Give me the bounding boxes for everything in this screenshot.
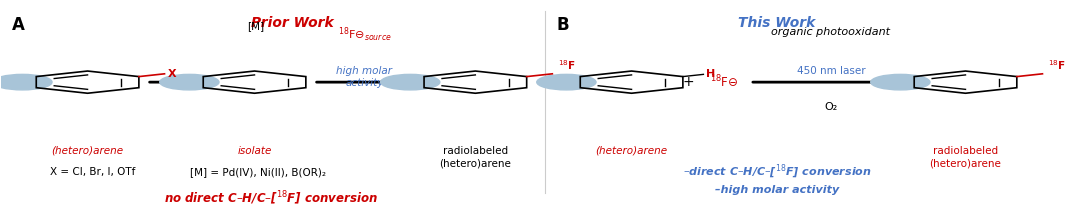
Ellipse shape <box>870 74 930 90</box>
Text: –direct C–H/C–[$^{18}$F] conversion: –direct C–H/C–[$^{18}$F] conversion <box>683 163 872 181</box>
Text: B: B <box>556 16 569 34</box>
Ellipse shape <box>160 74 219 90</box>
Text: A: A <box>12 16 25 34</box>
Text: +: + <box>683 75 694 89</box>
Text: Prior Work: Prior Work <box>251 16 334 30</box>
Text: O₂: O₂ <box>824 102 837 112</box>
Text: no direct C–H/C–[$^{18}$F] conversion: no direct C–H/C–[$^{18}$F] conversion <box>164 189 378 207</box>
Text: X: X <box>167 69 176 79</box>
Text: [M]: [M] <box>247 22 265 32</box>
Text: (hetero)arene: (hetero)arene <box>595 146 667 156</box>
Text: organic photooxidant: organic photooxidant <box>771 27 890 37</box>
Text: $^{18}$F$\ominus_{source}$: $^{18}$F$\ominus_{source}$ <box>338 26 391 44</box>
Ellipse shape <box>537 74 596 90</box>
Text: $^{18}$F: $^{18}$F <box>1048 58 1066 72</box>
Ellipse shape <box>0 74 52 90</box>
Text: (hetero)arene: (hetero)arene <box>52 146 123 156</box>
Text: 450 nm laser: 450 nm laser <box>797 66 865 76</box>
Text: $^{18}$F: $^{18}$F <box>557 58 576 72</box>
Text: This Work: This Work <box>739 16 815 30</box>
Ellipse shape <box>380 74 440 90</box>
Text: radiolabeled
(hetero)arene: radiolabeled (hetero)arene <box>440 146 511 168</box>
Text: high molar
activity: high molar activity <box>336 66 392 88</box>
Text: X = Cl, Br, I, OTf: X = Cl, Br, I, OTf <box>50 167 135 177</box>
Text: radiolabeled
(hetero)arene: radiolabeled (hetero)arene <box>930 146 1001 168</box>
Text: [M] = Pd(IV), Ni(II), B(OR)₂: [M] = Pd(IV), Ni(II), B(OR)₂ <box>190 167 326 177</box>
Text: isolate: isolate <box>238 146 272 156</box>
Text: H: H <box>705 69 715 79</box>
Text: $^{18}$F$\ominus$: $^{18}$F$\ominus$ <box>711 74 739 91</box>
Text: –high molar activity: –high molar activity <box>715 185 839 195</box>
